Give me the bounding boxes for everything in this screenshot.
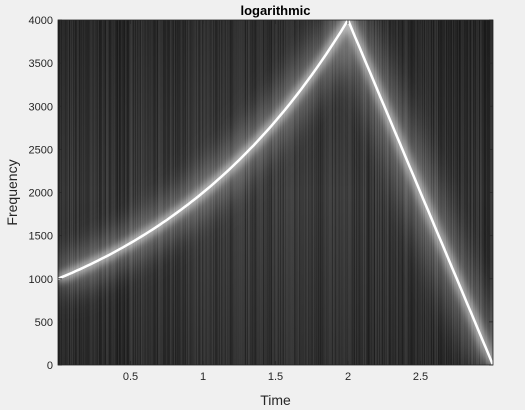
plot-area xyxy=(57,19,494,366)
y-tick-label: 2500 xyxy=(29,144,53,156)
y-tick-label: 1500 xyxy=(29,231,53,243)
y-tick-label: 3500 xyxy=(29,58,53,70)
y-tick-label: 500 xyxy=(35,317,53,329)
x-tick-label: 1 xyxy=(200,371,206,383)
chart-title: logarithmic xyxy=(240,3,310,18)
x-tick-label: 1.5 xyxy=(268,371,283,383)
y-tick-label: 1000 xyxy=(29,274,53,286)
x-axis: 0.5 1 1.5 2 2.5 xyxy=(123,20,428,383)
y-tick-label: 2000 xyxy=(29,188,53,200)
y-axis: 0 500 1000 1500 2000 2500 3000 3500 4000 xyxy=(29,15,493,372)
x-axis-label: Time xyxy=(260,392,291,408)
x-tick-label: 2.5 xyxy=(413,371,428,383)
y-tick-label: 4000 xyxy=(29,15,53,27)
x-tick-label: 0.5 xyxy=(123,371,138,383)
x-tick-label: 2 xyxy=(345,371,351,383)
y-axis-label: Frequency xyxy=(4,159,20,225)
y-tick-label: 3000 xyxy=(29,101,53,113)
y-tick-label: 0 xyxy=(47,360,53,372)
frequency-ridge-line xyxy=(58,20,493,365)
